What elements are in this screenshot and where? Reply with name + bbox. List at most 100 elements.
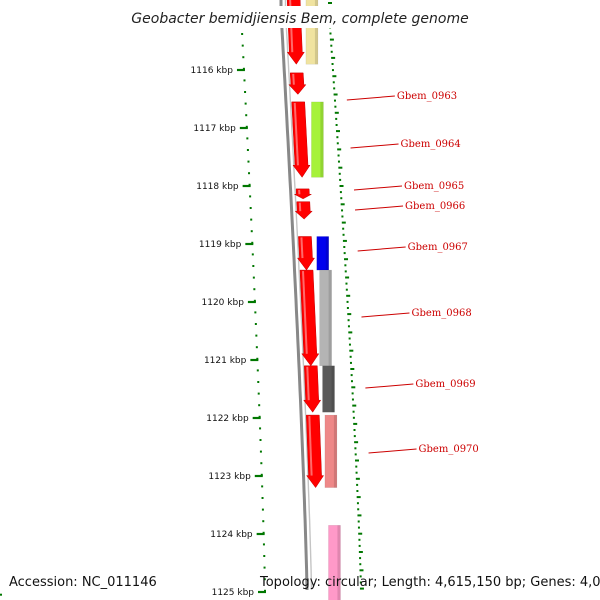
ring-dot: [259, 450, 262, 453]
gene-label[interactable]: Gbem_0966: [405, 201, 465, 212]
outer-ring-dot: [334, 111, 339, 114]
outer-ring-dot: [354, 453, 357, 456]
ring-dot: [263, 578, 266, 581]
outer-ring-dot: [348, 331, 353, 334]
ring-dot: [250, 230, 253, 233]
outer-ring-dot: [328, 2, 332, 4]
ring-dot: [256, 369, 259, 372]
gene-label[interactable]: Gbem_0964: [401, 139, 461, 150]
outer-ring-dot: [347, 325, 350, 328]
outer-ring-dot: [358, 532, 363, 535]
outer-ring-dot: [337, 154, 340, 157]
outer-ring-dot: [349, 349, 354, 352]
outer-ring-dot: [333, 99, 336, 102]
gene-label[interactable]: Gbem_0967: [408, 242, 468, 253]
outer-ring-dot: [335, 124, 338, 126]
protein-block-shade: [320, 101, 324, 178]
outer-ring-dot: [353, 435, 356, 438]
outer-ring-dot: [348, 337, 351, 340]
gene-arrow-highlight: [293, 102, 299, 166]
tick-label: 1125 kbp: [212, 588, 255, 598]
ring-dot: [256, 357, 259, 360]
outer-ring-dot: [353, 429, 356, 431]
protein-block[interactable]: [322, 365, 335, 413]
outer-ring-dot: [345, 282, 348, 285]
outer-ring-dot: [358, 538, 361, 541]
outer-ring-dot: [342, 233, 345, 236]
outer-ring-dot: [340, 203, 345, 206]
outer-ring-dot: [357, 520, 360, 523]
outer-ring-dot: [338, 166, 343, 169]
ring-dot: [263, 566, 266, 569]
outer-ring-dot: [350, 374, 353, 377]
label-leader-line: [350, 143, 399, 149]
genome-backbone: [279, 0, 313, 591]
ring-dot: [244, 102, 247, 105]
outer-ring-dot: [340, 197, 343, 200]
gene-label[interactable]: Gbem_0968: [411, 308, 471, 319]
ring-dot: [261, 485, 264, 488]
protein-block[interactable]: [328, 525, 341, 600]
ring-dot: [253, 299, 256, 302]
label-leader-line: [357, 246, 406, 252]
ring-dot: [257, 392, 260, 395]
outer-ring-dot: [332, 75, 337, 78]
outer-ring-dot: [342, 227, 345, 230]
outer-ring-dot: [343, 252, 346, 255]
ring-dot: [255, 346, 258, 349]
gene-arrow[interactable]: [294, 201, 313, 220]
gene-arrow[interactable]: [294, 188, 312, 200]
ring-dot: [248, 183, 251, 186]
ring-dot: [246, 149, 249, 151]
outer-ring-dot: [349, 361, 352, 364]
outer-ring-dot: [333, 93, 338, 96]
outer-ring-dot: [355, 465, 358, 468]
gene-label[interactable]: Gbem_0970: [419, 444, 479, 455]
ring-dot: [258, 415, 261, 418]
ring-dot: [246, 137, 249, 140]
outer-ring-dot: [359, 563, 362, 566]
protein-block-shade: [325, 236, 329, 271]
gene-label[interactable]: Gbem_0969: [415, 379, 475, 390]
gene-arrow[interactable]: [297, 236, 315, 271]
outer-ring-dot: [344, 270, 347, 273]
ring-dot: [260, 473, 263, 476]
ring-dot: [262, 531, 265, 534]
gene-labels: Gbem_0963 Gbem_0964 Gbem_0965 Gbem_0966 Gbem…: [346, 91, 479, 455]
gene-arrow[interactable]: [288, 72, 307, 95]
gene-label[interactable]: Gbem_0963: [397, 91, 457, 102]
gene-label[interactable]: Gbem_0965: [404, 181, 464, 192]
outer-ring-dot: [0, 593, 2, 596]
protein-block[interactable]: [311, 101, 324, 178]
tick-label: 1122 kbp: [206, 414, 249, 424]
outer-ring-dot: [350, 368, 355, 370]
outer-ring-dot: [344, 258, 349, 261]
outer-ring-dot: [344, 264, 347, 267]
outer-ring-dot: [336, 136, 339, 139]
ring-dot: [249, 207, 252, 209]
topology-text: Topology: circular; Length: 4,615,150 bp…: [260, 575, 600, 590]
outer-ring-dot: [351, 392, 354, 395]
outer-ring-dot: [348, 343, 351, 346]
gene-track: [286, 0, 325, 489]
gene-arrow[interactable]: [303, 365, 322, 413]
outer-ring-dot: [345, 288, 348, 291]
outer-ring-dot: [347, 313, 352, 316]
outer-ring-dot: [359, 557, 362, 560]
outer-ring-dot: [356, 483, 359, 486]
outer-ring-dot: [331, 56, 336, 59]
outer-ring-dot: [330, 44, 333, 47]
outer-ring-dot: [351, 398, 354, 401]
outer-ring-dot: [359, 587, 364, 590]
ring-dot: [254, 311, 257, 314]
ring-dot: [242, 56, 245, 59]
gene-arrow-highlight: [292, 73, 295, 85]
tick-label: 1121 kbp: [204, 356, 247, 366]
protein-block[interactable]: [324, 414, 338, 488]
label-leader-line: [353, 185, 403, 191]
ring-dot: [259, 427, 262, 430]
ring-dot: [261, 508, 264, 511]
outer-ring-dot: [359, 581, 362, 584]
ring-dot: [252, 265, 255, 267]
